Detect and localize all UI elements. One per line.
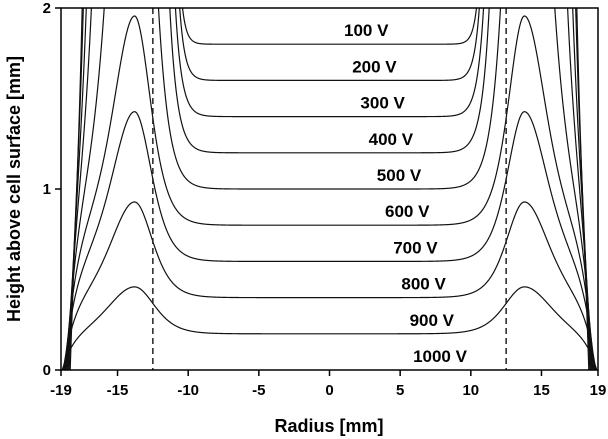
x-tick-label: 19 [590, 382, 607, 399]
equipotential-line-900v [61, 286, 598, 370]
equipotential-line-500v [65, 8, 594, 370]
y-tick-label: 2 [43, 0, 51, 17]
x-tick-label: -5 [252, 382, 265, 399]
curve-label: 1000 V [413, 347, 468, 366]
curve-label: 400 V [369, 130, 414, 149]
equipotential-line-100v [69, 8, 590, 370]
x-tick-label: -19 [50, 382, 72, 399]
equipotential-line-200v [68, 8, 591, 370]
y-axis-ticks: 0 1 2 [43, 0, 61, 379]
curve-label: 600 V [385, 202, 430, 221]
curve-label: 300 V [360, 94, 405, 113]
y-tick-label: 0 [43, 362, 51, 379]
curve-label: 500 V [377, 166, 422, 185]
x-tick-label: -10 [177, 382, 199, 399]
curve-label: 700 V [393, 238, 438, 257]
dashed-lines [152, 8, 507, 370]
x-tick-label: 0 [325, 382, 333, 399]
y-axis-label: Height above cell surface [mm] [4, 56, 24, 322]
curve-label: 900 V [410, 311, 455, 330]
equipotential-line-600v [64, 15, 595, 370]
equipotential-line-300v [67, 8, 592, 370]
equipotential-line-800v [62, 201, 597, 370]
equipotential-line-700v [63, 111, 596, 370]
y-tick-label: 1 [43, 181, 51, 198]
curve-label: 100 V [344, 21, 389, 40]
curve-label: 800 V [401, 275, 446, 294]
x-tick-label: 15 [533, 382, 550, 399]
x-axis-label: Radius [mm] [274, 416, 383, 436]
x-tick-label: -15 [107, 382, 129, 399]
curve-label: 200 V [352, 57, 397, 76]
curve-labels: 100 V 200 V 300 V 400 V 500 V 600 V 700 V 800 V… [344, 21, 468, 366]
equipotential-line-400v [66, 8, 593, 370]
x-tick-label: 10 [462, 382, 479, 399]
x-axis-ticks: -19 -15 -10 -5 0 5 10 15 19 [50, 370, 606, 399]
x-tick-label: 5 [396, 382, 404, 399]
curves-group [61, 8, 598, 370]
